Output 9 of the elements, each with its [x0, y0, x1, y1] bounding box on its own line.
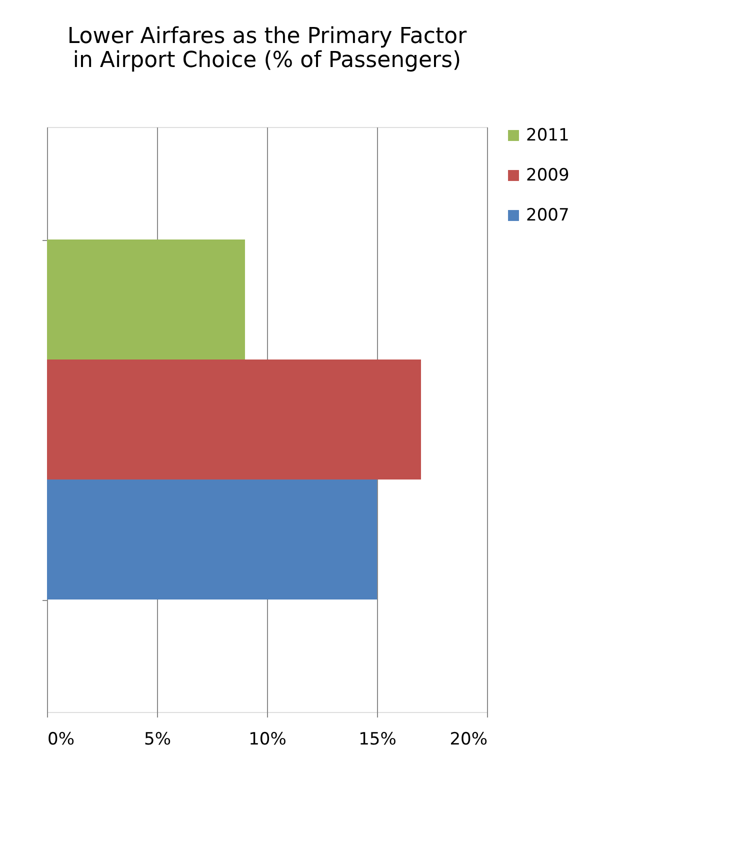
x-tick-label: 10% [248, 730, 286, 750]
x-tick-label: 15% [358, 730, 396, 750]
legend-label: 2007 [526, 206, 570, 226]
chart-title: Lower Airfares as the Primary Factor in Airport Choice (% of Passengers) [67, 24, 468, 73]
x-tick-label: 0% [48, 730, 74, 750]
x-tick-label: 20% [450, 730, 488, 750]
legend-label: 2009 [526, 166, 570, 186]
legend-label: 2011 [526, 126, 570, 146]
x-tick-label: 5% [144, 730, 171, 750]
